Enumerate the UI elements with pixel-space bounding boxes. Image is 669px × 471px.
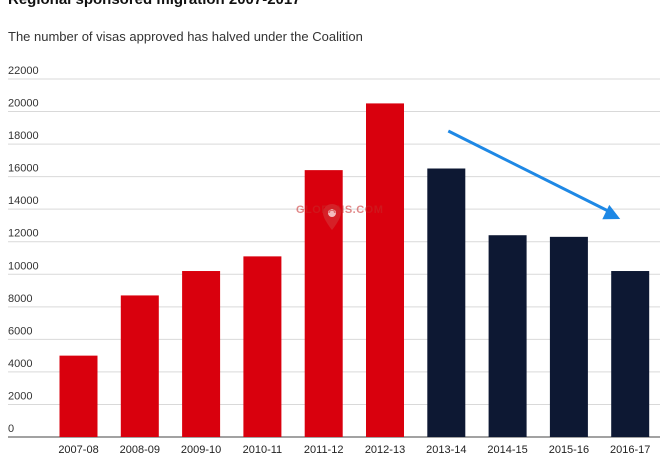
watermark-pin-icon bbox=[323, 204, 341, 230]
bar-2014-15 bbox=[488, 235, 527, 437]
y-tick-label: 14000 bbox=[8, 195, 39, 207]
bar-2012-13 bbox=[366, 103, 404, 437]
y-tick-label: 10000 bbox=[8, 260, 39, 272]
bar-chart: 0 2000 4000 6000 8000 10000 12000 14000 16000 180… bbox=[8, 65, 660, 456]
bar-2010-11 bbox=[243, 256, 282, 437]
trend-arrow bbox=[447, 129, 621, 220]
y-tick-label: 0 bbox=[8, 423, 14, 435]
y-axis-ticks: 0 2000 4000 6000 8000 10000 12000 14000 16000 180… bbox=[8, 65, 39, 435]
y-tick-label: 22000 bbox=[8, 65, 39, 77]
x-category-label: 2008-09 bbox=[120, 444, 160, 456]
y-tick-label: 4000 bbox=[8, 358, 32, 370]
chart-title: Regional sponsored migration 2007-2017 bbox=[8, 0, 301, 8]
trend-arrow-shaft bbox=[447, 129, 615, 216]
x-category-label: 2010-11 bbox=[243, 444, 283, 456]
y-tick-label: 18000 bbox=[8, 130, 39, 142]
x-category-label: 2007-08 bbox=[58, 444, 98, 456]
y-tick-label: 16000 bbox=[8, 163, 39, 175]
y-tick-label: 8000 bbox=[8, 293, 32, 305]
x-category-label: 2012-13 bbox=[365, 444, 405, 456]
x-category-label: 2014-15 bbox=[487, 444, 527, 456]
bar-2011-12 bbox=[304, 170, 343, 438]
bar-2015-16 bbox=[549, 236, 588, 437]
bar-2013-14 bbox=[427, 168, 466, 437]
y-tick-label: 2000 bbox=[8, 390, 32, 402]
watermark-text: GLOFANS.COM bbox=[296, 204, 384, 216]
bar-2016-17 bbox=[611, 271, 650, 437]
trend-arrow-head bbox=[602, 204, 621, 220]
x-category-label: 2013-14 bbox=[426, 444, 466, 456]
bars bbox=[59, 103, 650, 438]
x-category-label: 2009-10 bbox=[181, 444, 221, 456]
chart-subtitle: The number of visas approved has halved … bbox=[8, 29, 363, 44]
y-tick-label: 20000 bbox=[8, 98, 39, 110]
y-tick-label: 12000 bbox=[8, 228, 39, 240]
y-tick-label: 6000 bbox=[8, 325, 32, 337]
bar-2008-09 bbox=[120, 295, 159, 437]
bar-2007-08 bbox=[59, 355, 98, 437]
x-category-label: 2016-17 bbox=[610, 444, 650, 456]
bar-2009-10 bbox=[182, 271, 221, 437]
x-category-label: 2011-12 bbox=[304, 444, 344, 456]
x-category-label: 2015-16 bbox=[549, 444, 589, 456]
x-axis-categories: 2007-08 2008-09 2009-10 2010-11 2011-12 2012-… bbox=[58, 444, 650, 456]
